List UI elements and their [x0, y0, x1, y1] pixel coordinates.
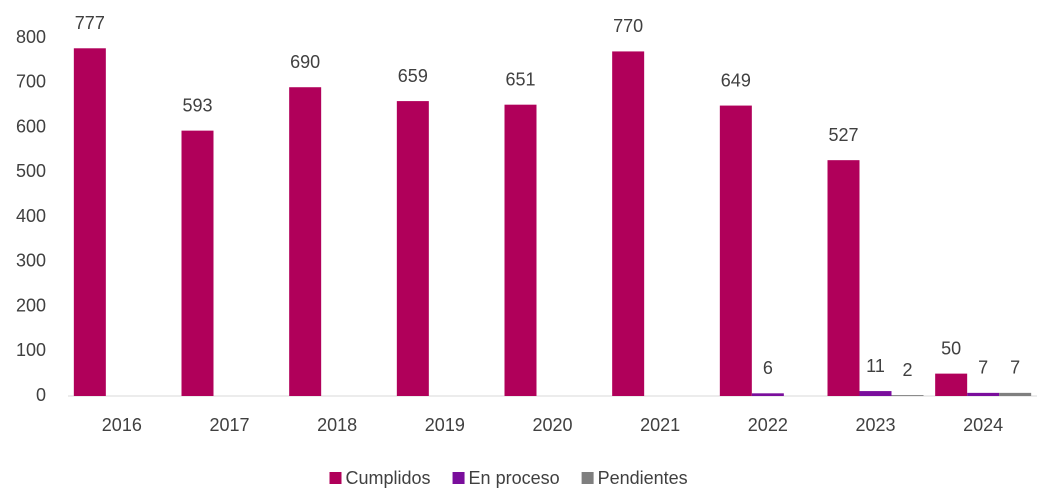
- bar: [859, 391, 892, 396]
- data-label: 527: [828, 125, 858, 145]
- bar: [751, 393, 784, 396]
- bar: [289, 87, 322, 396]
- bar: [967, 392, 1000, 396]
- legend-swatch: [452, 472, 465, 484]
- x-tick-label: 2018: [317, 415, 357, 435]
- x-tick-label: 2019: [425, 415, 465, 435]
- x-tick-label: 2020: [532, 415, 572, 435]
- data-label: 7: [1010, 358, 1020, 378]
- bar: [612, 51, 645, 397]
- data-label: 770: [613, 16, 643, 36]
- data-label: 659: [398, 66, 428, 86]
- legend-swatch: [581, 472, 594, 484]
- y-tick-label: 800: [16, 27, 46, 47]
- legend-label: En proceso: [469, 468, 560, 488]
- data-label: 690: [290, 52, 320, 72]
- bar: [181, 130, 214, 396]
- data-label: 50: [941, 338, 961, 358]
- data-label: 777: [75, 13, 105, 33]
- bar: [891, 395, 924, 396]
- y-tick-label: 400: [16, 206, 46, 226]
- bar: [827, 160, 860, 396]
- x-tick-label: 2022: [748, 415, 788, 435]
- legend-label: Cumplidos: [346, 468, 431, 488]
- x-tick-label: 2017: [209, 415, 249, 435]
- x-tick-label: 2023: [855, 415, 895, 435]
- y-tick-label: 300: [16, 251, 46, 271]
- data-label: 593: [182, 95, 212, 115]
- data-label: 649: [721, 70, 751, 90]
- data-label: 2: [902, 360, 912, 380]
- bar: [504, 104, 537, 397]
- y-tick-label: 500: [16, 161, 46, 181]
- data-label: 11: [866, 356, 885, 376]
- x-tick-label: 2021: [640, 415, 680, 435]
- y-tick-label: 700: [16, 72, 46, 92]
- legend-swatch: [329, 472, 342, 484]
- legend-label: Pendientes: [598, 468, 688, 488]
- bar: [396, 101, 429, 396]
- data-label: 6: [763, 358, 773, 378]
- x-tick-label: 2024: [963, 415, 1003, 435]
- y-tick-label: 600: [16, 116, 46, 136]
- bar: [73, 48, 106, 396]
- bar: [935, 373, 968, 396]
- bar: [719, 105, 752, 396]
- x-tick-label: 2016: [102, 415, 142, 435]
- data-label: 7: [978, 358, 988, 378]
- y-tick-label: 100: [16, 340, 46, 360]
- data-label: 651: [505, 69, 535, 89]
- y-tick-label: 200: [16, 295, 46, 315]
- y-tick-label: 0: [36, 385, 46, 405]
- bar: [999, 392, 1032, 396]
